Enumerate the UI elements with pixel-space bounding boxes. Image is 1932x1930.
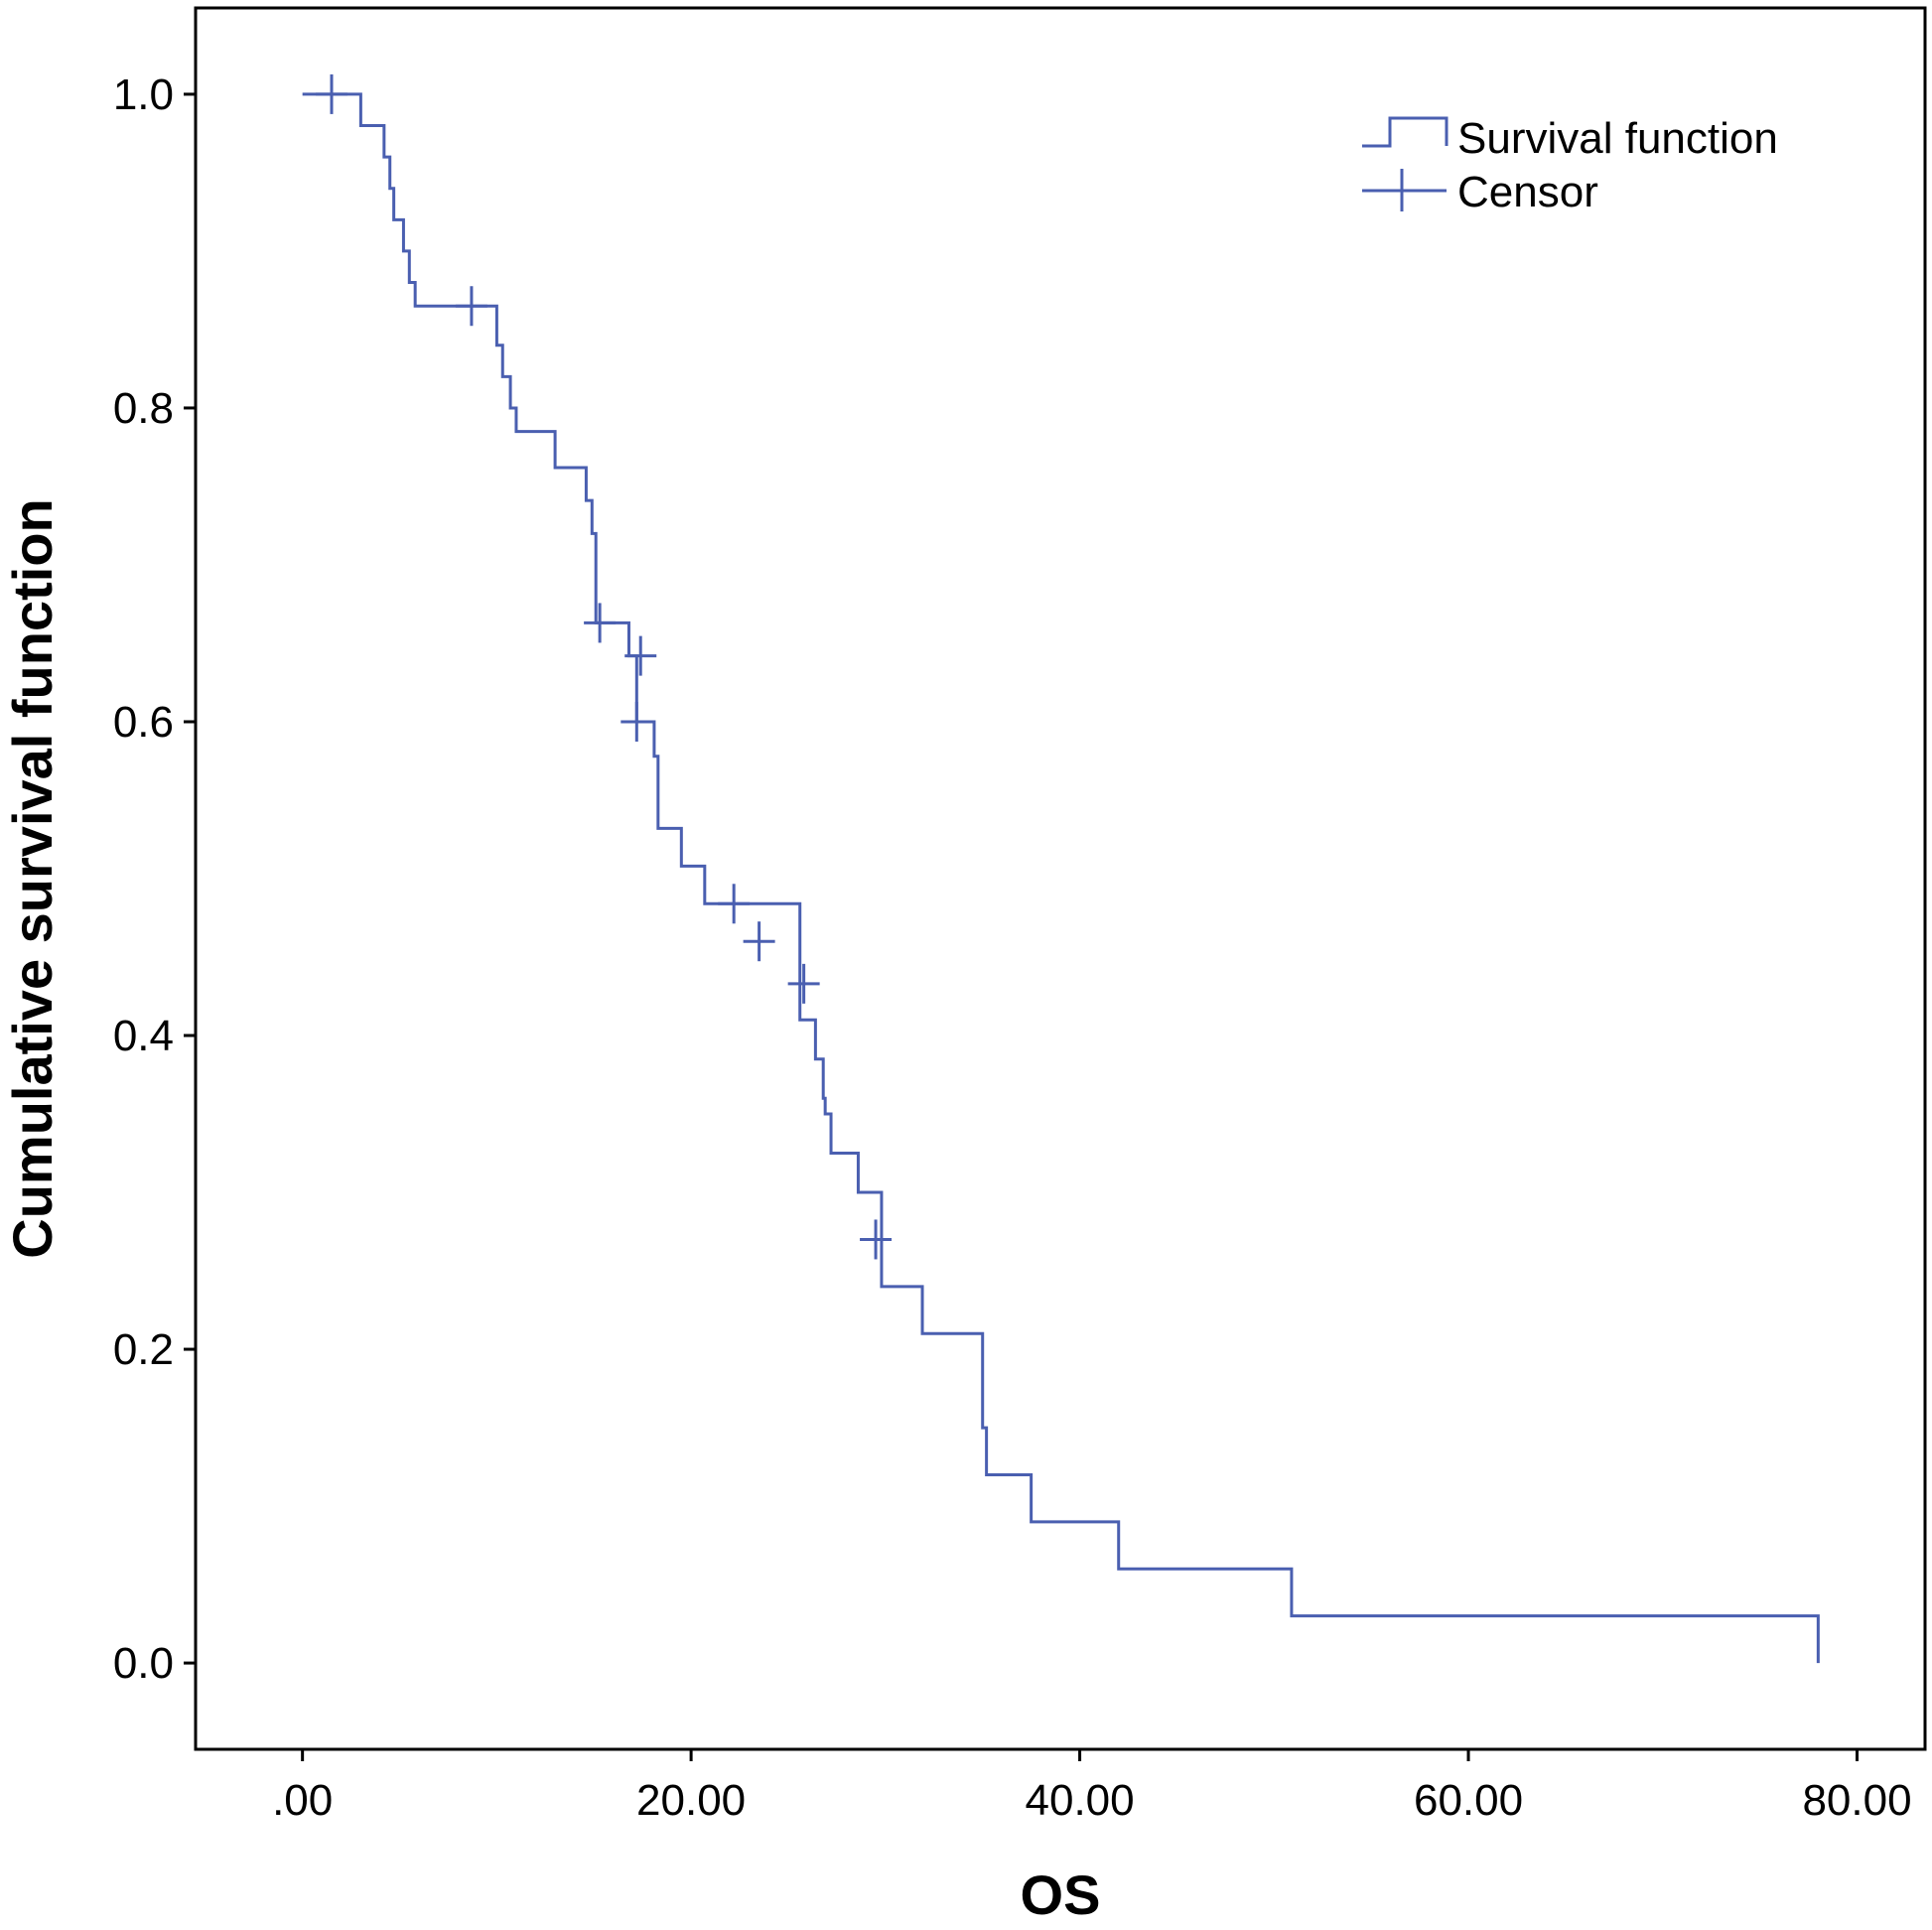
y-tick-label: 0.6 [113,698,174,747]
series-layer [302,92,1820,1664]
x-axis: .00 20.00 40.00 60.00 80.00 [272,1749,1912,1825]
y-tick-label: 0.4 [113,1012,174,1060]
legend-label-survival: Survival function [1457,114,1778,163]
legend-item-survival: Survival function [1362,114,1778,163]
x-tick-label: 20.00 [636,1776,746,1825]
legend-label-censor: Censor [1457,168,1598,216]
legend-item-censor: Censor [1362,168,1598,216]
y-tick-label: 1.0 [113,70,174,119]
y-tick-label: 0.8 [113,384,174,433]
censor-layer [316,73,893,1260]
y-tick-label: 0.2 [113,1325,174,1374]
x-tick-label: 60.00 [1414,1776,1523,1825]
survival-function-line [302,92,1820,1664]
y-tick-label: 0.0 [113,1639,174,1688]
x-axis-title: OS [1021,1863,1101,1926]
legend: Survival function Censor [1362,114,1778,216]
y-axis: 0.0 0.2 0.4 0.6 0.8 1.0 [113,70,196,1688]
y-axis-title: Cumulative survival function [1,498,64,1259]
x-tick-label: .00 [272,1776,333,1825]
legend-step-symbol [1362,116,1449,148]
x-tick-label: 80.00 [1802,1776,1911,1825]
x-tick-label: 40.00 [1026,1776,1135,1825]
plot-frame [194,6,1927,1751]
